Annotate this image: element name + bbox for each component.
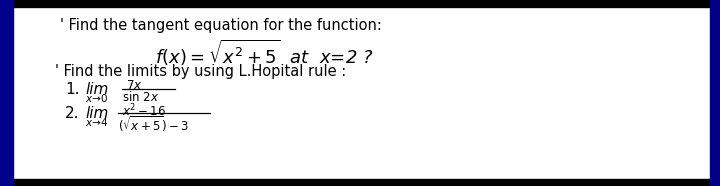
Text: 2.: 2.: [65, 106, 79, 121]
Text: ' Find the tangent equation for the function:: ' Find the tangent equation for the func…: [60, 18, 382, 33]
Text: lim: lim: [85, 106, 109, 121]
Text: $7x$: $7x$: [126, 79, 143, 92]
Text: $f(x) = \sqrt{x^2+5}$  at  $x$=2 ?: $f(x) = \sqrt{x^2+5}$ at $x$=2 ?: [155, 38, 374, 68]
Text: $x\!\to\!0$: $x\!\to\!0$: [85, 92, 109, 104]
Text: $x^2-16$: $x^2-16$: [122, 103, 166, 120]
Text: $x\!\to\!4$: $x\!\to\!4$: [85, 116, 109, 128]
Text: lim: lim: [85, 82, 109, 97]
Text: ' Find the limits by using L.Hopital rule :: ' Find the limits by using L.Hopital rul…: [55, 64, 346, 79]
Text: sin $2x$: sin $2x$: [122, 90, 159, 104]
Text: 1.: 1.: [65, 82, 79, 97]
Text: $(\sqrt{x+5})-3$: $(\sqrt{x+5})-3$: [118, 114, 189, 134]
